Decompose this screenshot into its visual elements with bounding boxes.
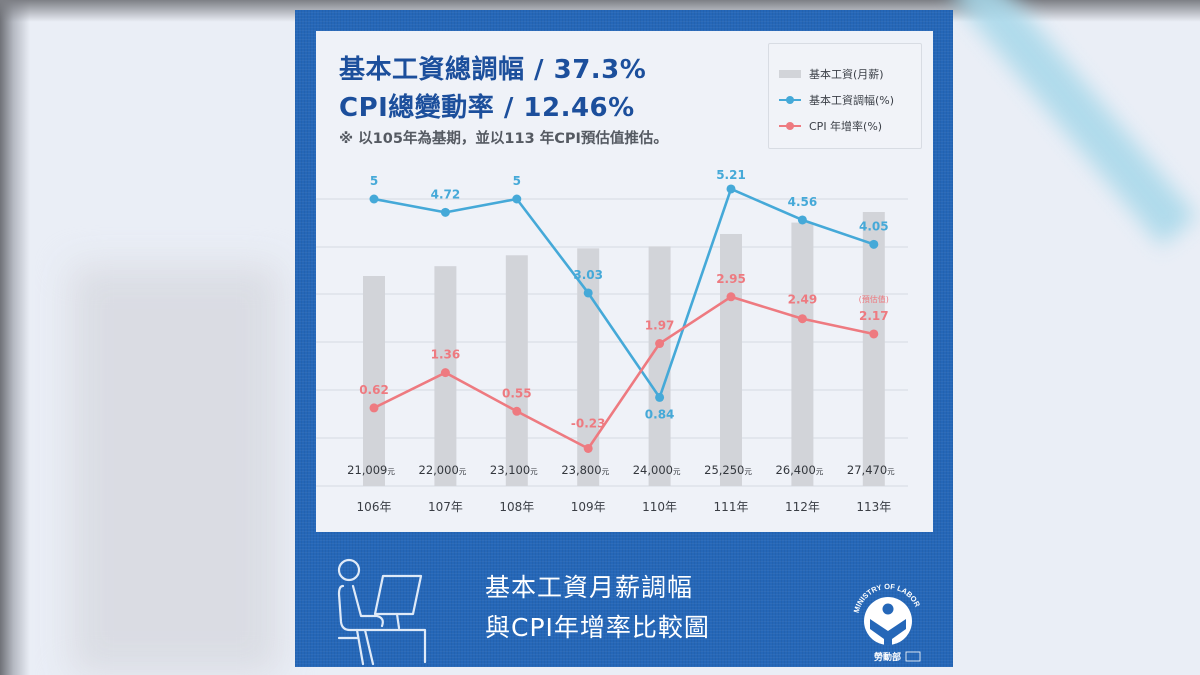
wage-change-value-label: 4.56 (788, 195, 818, 209)
estimate-annotation: (預估值) (859, 294, 889, 304)
wage-bar (720, 233, 742, 486)
wage-bar (648, 246, 671, 486)
combo-chart: 21,009元 22,000元 23,100元 23,800元 24,000元 25,25… (316, 168, 908, 514)
chart-legend: 基本工資(月薪) 基本工資調幅(%) CPI 年增率(%) (768, 43, 922, 149)
cpi-point (440, 368, 450, 378)
ministry-of-labor-logo: MINISTRY OF LABOR 勞動部 (852, 582, 923, 663)
wage-change-value-label: 5 (513, 174, 521, 188)
wage-bar (791, 222, 814, 486)
wage-bar (363, 276, 385, 486)
cpi-value-label: -0.23 (571, 416, 606, 430)
wage-change-value-label: 5.21 (716, 168, 746, 182)
wage-change-point (512, 194, 522, 204)
wage-change-point (655, 392, 665, 402)
base-year-note: ※ 以105年為基期，並以113 年CPI預估值推估。 (339, 131, 668, 147)
wage-bar (862, 212, 885, 486)
background-blur-block (70, 265, 280, 675)
cpi-value-label: 0.62 (359, 383, 389, 397)
cpi-value-label: 1.36 (431, 348, 461, 362)
legend-item-wage-bar: 基本工資(月薪) (779, 66, 884, 82)
wage-change-value-label: 0.84 (645, 407, 675, 421)
worker-at-computer-icon (337, 558, 427, 666)
wage-change-value-label: 4.72 (431, 187, 461, 201)
cpi-value-label: 0.55 (502, 386, 532, 400)
wage-bar (577, 248, 600, 486)
wage-change-point (440, 207, 450, 217)
category-label: 113年 (856, 500, 891, 514)
category-label: 106年 (357, 500, 392, 514)
cpi-value-label: 2.17 (859, 309, 889, 323)
category-label: 107年 (428, 500, 463, 514)
bar-value-label: 27,470元 (847, 463, 895, 477)
wage-change-point (869, 239, 879, 249)
headline-cpi-total: CPI總變動率 / 12.46% (339, 93, 635, 123)
line-marker-icon (779, 122, 801, 130)
legend-item-wage-line: 基本工資調幅(%) (779, 92, 894, 108)
footer-title-line1: 基本工資月薪調幅 (485, 573, 694, 602)
cpi-point (869, 329, 879, 339)
line-marker-icon (779, 96, 801, 104)
legend-label: 基本工資(月薪) (809, 68, 884, 81)
wage-change-line (373, 187, 875, 399)
bar-value-label: 23,100元 (490, 463, 538, 477)
wage-change-point (369, 194, 379, 204)
cpi-line (373, 295, 875, 450)
legend-label: 基本工資調幅(%) (809, 94, 895, 107)
category-label: 110年 (642, 500, 677, 514)
legend-item-cpi-line: CPI 年增率(%) (779, 118, 882, 134)
cpi-point (655, 339, 665, 349)
cpi-value-label: 2.95 (716, 272, 746, 286)
footer-title-line2: 與CPI年增率比較圖 (485, 613, 710, 642)
wage-change-point (797, 215, 807, 225)
logo-name: 勞動部 (874, 651, 901, 663)
wage-change-point (726, 184, 736, 194)
wage-change-point (583, 288, 593, 298)
bar-value-label: 24,000元 (633, 463, 681, 477)
cpi-point (369, 403, 379, 413)
headline-wage-total: 基本工資總調幅 / 37.3% (339, 55, 647, 85)
wage-change-value-label: 4.05 (859, 219, 889, 233)
cpi-point (797, 314, 807, 324)
category-label: 108年 (499, 500, 534, 514)
bar-swatch-icon (779, 70, 801, 78)
chart-panel: 基本工資總調幅 / 37.3% CPI總變動率 / 12.46% ※ 以105年… (316, 31, 933, 532)
legend-label: CPI 年增率(%) (809, 120, 883, 133)
category-label: 112年 (785, 500, 820, 514)
category-label: 109年 (571, 500, 606, 514)
wage-change-value-label: 5 (370, 174, 378, 188)
wage-bar (505, 255, 528, 486)
cpi-value-label: 2.49 (788, 293, 818, 307)
background-shade-left (0, 0, 30, 675)
cpi-point (726, 292, 736, 302)
category-label: 111年 (714, 500, 749, 514)
bar-value-label: 22,000元 (419, 463, 467, 477)
background-light-streak (949, 0, 1197, 247)
infographic-card: 基本工資總調幅 / 37.3% CPI總變動率 / 12.46% ※ 以105年… (295, 10, 953, 667)
bar-value-label: 23,800元 (561, 463, 609, 477)
wage-change-value-label: 3.03 (573, 268, 603, 282)
cpi-point (583, 443, 593, 453)
cpi-value-label: 1.97 (645, 319, 675, 333)
bar-value-label: 25,250元 (704, 463, 752, 477)
bar-value-label: 21,009元 (347, 463, 395, 477)
cpi-point (512, 406, 522, 416)
bar-value-label: 26,400元 (776, 463, 824, 477)
